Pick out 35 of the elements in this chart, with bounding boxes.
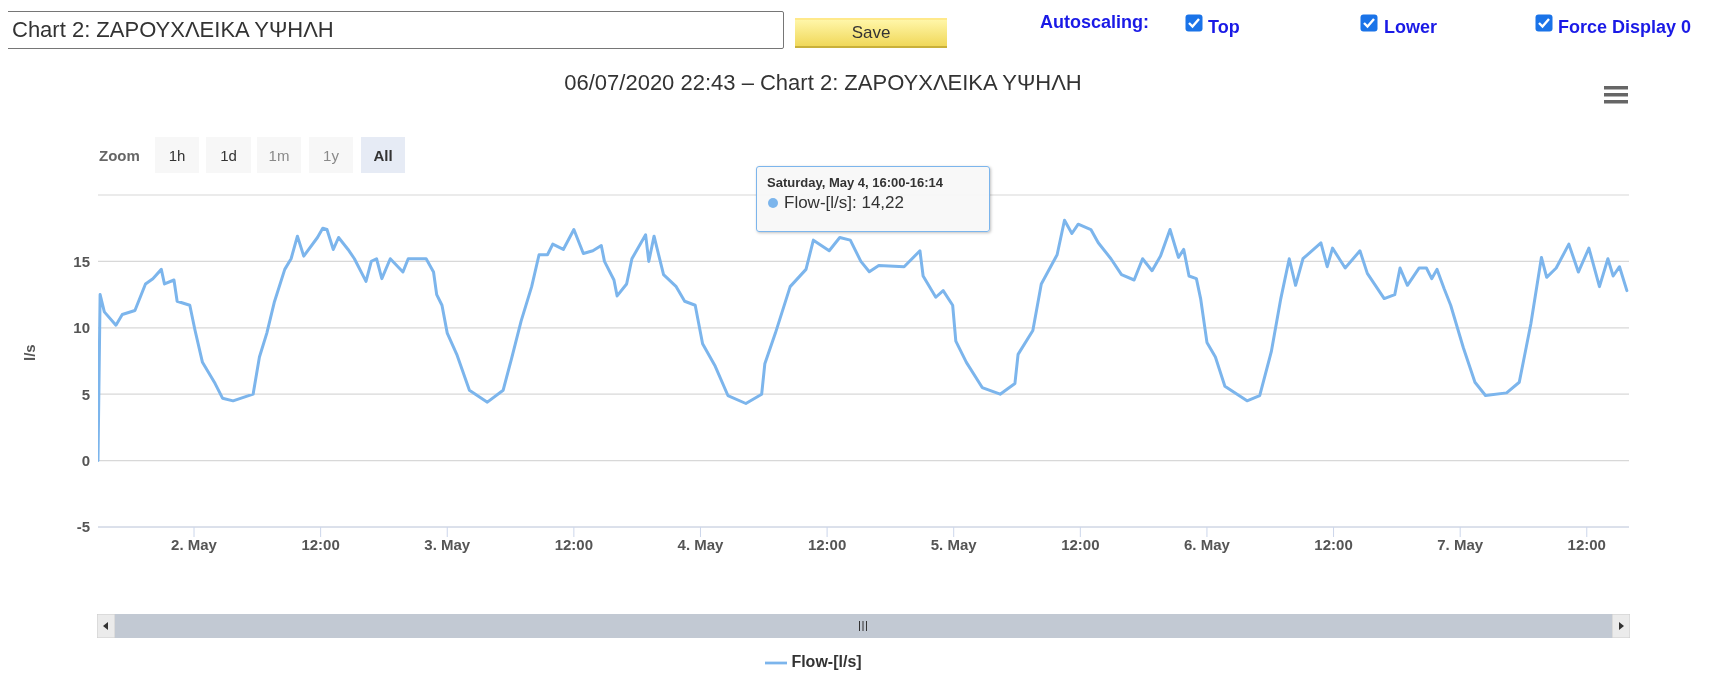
y-axis-title: l/s — [21, 344, 39, 361]
text: All — [361, 137, 405, 173]
x-tick-label: 12:00 — [807, 535, 847, 553]
x-tick-label: 2. May — [171, 535, 218, 553]
annotation: Flow-[l/s]: 14,22 — [784, 193, 904, 213]
y-tick-label: 10 — [73, 319, 90, 337]
text: Zoom — [99, 147, 140, 164]
text: 1h — [155, 137, 199, 173]
x-tick-label: 6. May — [1184, 535, 1231, 553]
text: Save — [795, 18, 947, 48]
x-tick-label: 7. May — [1437, 535, 1484, 553]
x-tick-label: 3. May — [424, 535, 471, 553]
text: 1y — [309, 137, 353, 173]
y-tick-label: 5 — [81, 385, 90, 403]
chart-title: 06/07/2020 22:43 – Chart 2: ΖΑΡΟΥΧΛΕΙΚΑ ΥΨΗΛΗ — [563, 70, 1083, 96]
text: 1m — [257, 137, 301, 173]
line-series — [98, 218, 1629, 463]
x-tick-label: 12:00 — [1061, 535, 1100, 553]
legend-label: Flow-[l/s] — [791, 653, 862, 671]
text: Autoscaling: — [1040, 12, 1150, 33]
x-tick-label: 5. May — [930, 535, 978, 553]
text: Force Display 0 — [1558, 17, 1692, 38]
x-tick-label: 12:00 — [1567, 535, 1606, 553]
text: Top — [1208, 17, 1240, 38]
text: 1d — [206, 137, 251, 173]
y-tick-label: 15 — [73, 252, 90, 270]
y-tick-label: 0 — [81, 451, 90, 469]
x-tick-label: 12:00 — [554, 535, 594, 553]
text: Lower — [1384, 17, 1438, 38]
tooltip: Saturday, May 4, 16:00-16:14 Flow-[l/s]: 14,22 — [756, 166, 990, 232]
x-tick-label: 4. May — [677, 535, 725, 553]
x-tick-label: 12:00 — [1314, 535, 1353, 553]
caption: Chart 2: ΖΑΡΟΥΧΛΕΙΚΑ ΥΨΗΛΗ — [6, 11, 784, 49]
x-tick-label: 12:00 — [301, 535, 340, 553]
y-tick-label: -5 — [76, 518, 90, 536]
